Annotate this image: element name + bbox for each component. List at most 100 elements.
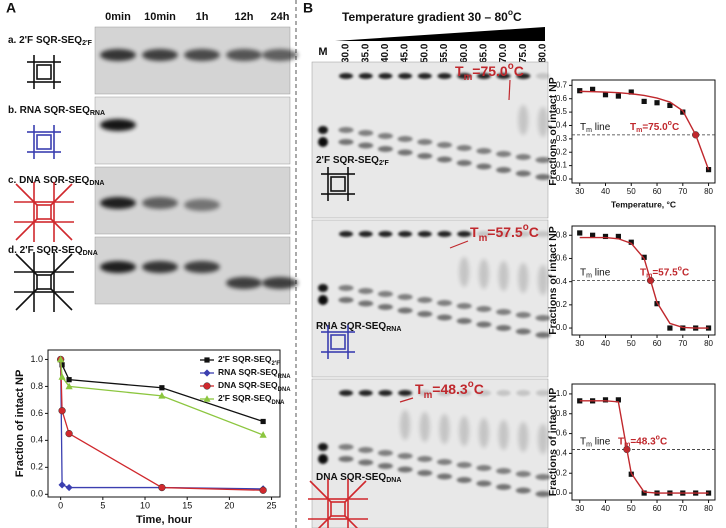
- point: [59, 362, 65, 368]
- tm-annotation: Tm=48.3oC: [415, 379, 484, 401]
- tm-arrow: [399, 397, 414, 403]
- gel-band: [515, 487, 531, 494]
- y-tick-label: 0.4: [30, 435, 43, 445]
- plot-frame: [47, 349, 281, 498]
- icon-arm: [15, 183, 38, 206]
- gel-band: [417, 311, 433, 317]
- icon-frame: [33, 271, 55, 293]
- gel-label: DNA SQR-SEQDNA: [316, 472, 401, 485]
- text-part: Temperature gradient 30 – 80: [342, 10, 508, 24]
- point: [667, 102, 673, 109]
- icon-frame: [33, 131, 55, 153]
- text-part: m: [586, 273, 592, 280]
- icon-arm: [317, 515, 332, 528]
- text-part: 2'F: [379, 160, 390, 167]
- icon-frame: [330, 176, 346, 192]
- lane-label: 1h: [196, 11, 209, 23]
- gel-band: [358, 130, 374, 136]
- point: [577, 230, 583, 236]
- gel-band: [536, 73, 550, 79]
- gel-band: [184, 49, 220, 61]
- gel: [94, 26, 291, 95]
- y-tick-label: 0.4: [556, 121, 568, 130]
- legend-label: RNA SQR-SEQRNA: [218, 367, 291, 379]
- gel-band: [318, 443, 328, 451]
- structure-icon: [321, 325, 355, 359]
- text-part: 2'F SQR-SEQ: [316, 155, 379, 166]
- gel-band: [476, 480, 492, 487]
- y-tick-label: 0.2: [556, 147, 568, 156]
- text-part: RNA SQR-SEQ: [218, 367, 278, 377]
- y-axis-label: Fractions of intact NP: [547, 388, 559, 497]
- gel-band: [358, 459, 374, 466]
- gel-band: [437, 142, 452, 148]
- text-part: o: [523, 222, 529, 233]
- gel-band: [535, 474, 551, 480]
- gel: [94, 96, 291, 165]
- x-tick-label: 25: [267, 500, 277, 510]
- text-part: RNA: [90, 110, 105, 117]
- icon-frame: [330, 501, 346, 517]
- plot-frame: [571, 383, 716, 501]
- gel-band: [377, 133, 393, 139]
- x-tick-label: 40: [601, 187, 610, 196]
- text-part: DNA: [89, 180, 104, 187]
- x-tick-label: 50: [627, 187, 636, 196]
- gel-band: [476, 390, 491, 396]
- legend-marker: [204, 357, 210, 363]
- icon-frame: [327, 498, 349, 520]
- text-part: DNA: [272, 400, 286, 406]
- gel-band: [459, 416, 470, 446]
- y-tick-label: 0.2: [556, 300, 568, 309]
- text-part: =48.3: [630, 436, 656, 447]
- gel-band: [476, 465, 492, 471]
- text-part: RNA: [386, 326, 401, 333]
- point: [628, 239, 634, 245]
- text-part: RNA: [278, 374, 292, 380]
- icon-frame: [36, 64, 52, 80]
- gel-band: [498, 261, 509, 291]
- gel-band: [339, 231, 353, 237]
- text-part: DNA SQR-SEQ: [316, 472, 386, 483]
- point: [159, 385, 165, 391]
- x-tick-label: 60: [653, 339, 662, 348]
- gel-band: [400, 410, 411, 440]
- text-part: C: [672, 121, 679, 132]
- x-tick-label: 5: [100, 500, 105, 510]
- gel-band: [439, 414, 450, 444]
- text-part: C: [660, 436, 667, 447]
- text-part: T: [630, 121, 636, 132]
- gel-band: [142, 197, 178, 209]
- gel-band: [377, 463, 393, 469]
- gel-band: [496, 151, 512, 157]
- plot-frame: [571, 79, 716, 184]
- gel-band: [536, 390, 550, 396]
- gel-band: [437, 314, 452, 321]
- y-tick-label: 0.0: [556, 323, 568, 332]
- gel-band: [498, 420, 509, 450]
- text-part: m: [479, 233, 488, 244]
- gel-band: [377, 304, 393, 310]
- text-part: T: [580, 436, 586, 447]
- text-part: C: [529, 224, 539, 240]
- gel-band: [476, 321, 492, 328]
- text-part: m: [586, 442, 592, 449]
- lane-label: 55.0: [439, 43, 450, 63]
- text-part: C: [682, 267, 689, 278]
- x-tick-label: 20: [224, 500, 234, 510]
- y-tick-label: 0.7: [556, 80, 568, 89]
- point: [65, 429, 73, 438]
- gel-band: [456, 462, 472, 468]
- icon-arm: [50, 183, 73, 206]
- point: [259, 486, 267, 494]
- y-tick-label: 0.0: [30, 489, 43, 499]
- gel-band: [184, 199, 220, 211]
- gel-band: [515, 328, 531, 335]
- gel-band: [397, 466, 413, 473]
- gel-band: [535, 491, 551, 497]
- legend-label: 2'F SQR-SEQ2'F: [218, 354, 280, 366]
- point: [590, 86, 596, 92]
- text-part: 2'F: [82, 40, 93, 47]
- gel-band: [538, 265, 548, 295]
